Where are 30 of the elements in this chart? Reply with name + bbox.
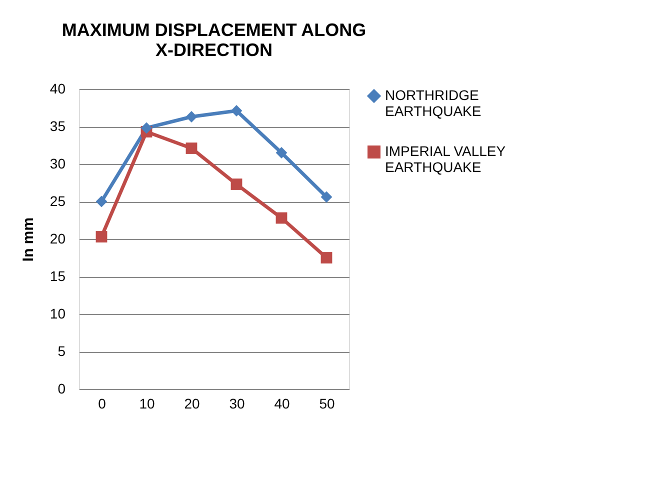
point [276, 212, 288, 224]
y-tick-label: 15 [50, 268, 66, 284]
point [96, 196, 108, 208]
y-tick-label: 30 [50, 156, 66, 172]
y-axis-title: In mm [20, 217, 37, 262]
x-tick-label: 0 [98, 396, 106, 412]
y-tick-label: 25 [50, 193, 66, 209]
point [96, 231, 108, 242]
x-tick-label: 40 [274, 396, 290, 412]
y-tick-label: 40 [50, 80, 66, 96]
point [320, 252, 332, 264]
point [140, 122, 152, 134]
x-tick-label: 10 [139, 396, 155, 412]
y-tick-label: 20 [50, 230, 66, 246]
point [230, 178, 242, 190]
y-tick-label: 5 [58, 343, 66, 359]
chart-title: MAXIMUM DISPLACEMENT ALONG X-DIRECTION [62, 20, 366, 60]
legend-label: IMPERIAL VALLEY EARTHQUAKE [385, 143, 506, 175]
point [230, 105, 242, 116]
y-tick-label: 10 [50, 306, 66, 322]
point [320, 191, 332, 203]
x-tick-label: 20 [184, 396, 200, 412]
point [186, 142, 198, 154]
y-tick-label: 35 [50, 118, 66, 134]
point [186, 111, 198, 122]
legend-label: NORTHRIDGE EARTHQUAKE [385, 87, 482, 119]
x-tick-label: 30 [229, 396, 245, 412]
point [276, 147, 288, 158]
x-tick-label: 50 [319, 396, 335, 412]
y-tick-label: 0 [58, 380, 66, 396]
